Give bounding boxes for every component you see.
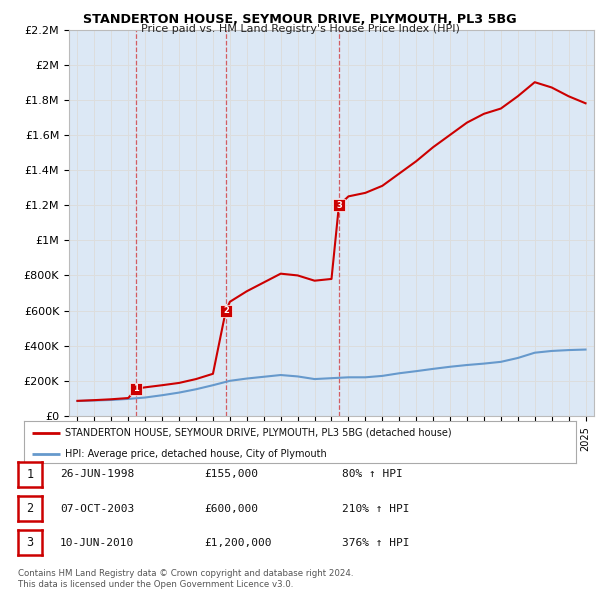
- Text: STANDERTON HOUSE, SEYMOUR DRIVE, PLYMOUTH, PL3 5BG: STANDERTON HOUSE, SEYMOUR DRIVE, PLYMOUT…: [83, 13, 517, 26]
- Text: 07-OCT-2003: 07-OCT-2003: [60, 504, 134, 513]
- Text: £155,000: £155,000: [204, 470, 258, 479]
- Text: HPI: Average price, detached house, City of Plymouth: HPI: Average price, detached house, City…: [65, 449, 327, 459]
- Text: This data is licensed under the Open Government Licence v3.0.: This data is licensed under the Open Gov…: [18, 579, 293, 589]
- Text: STANDERTON HOUSE, SEYMOUR DRIVE, PLYMOUTH, PL3 5BG (detached house): STANDERTON HOUSE, SEYMOUR DRIVE, PLYMOUT…: [65, 428, 452, 438]
- Text: 210% ↑ HPI: 210% ↑ HPI: [342, 504, 409, 513]
- Text: 10-JUN-2010: 10-JUN-2010: [60, 538, 134, 548]
- Text: £1,200,000: £1,200,000: [204, 538, 271, 548]
- Text: 26-JUN-1998: 26-JUN-1998: [60, 470, 134, 479]
- Text: 376% ↑ HPI: 376% ↑ HPI: [342, 538, 409, 548]
- Text: 80% ↑ HPI: 80% ↑ HPI: [342, 470, 403, 479]
- Text: £600,000: £600,000: [204, 504, 258, 513]
- Text: 1: 1: [133, 384, 139, 393]
- Text: 2: 2: [26, 502, 34, 515]
- Text: 2: 2: [223, 306, 229, 315]
- Text: Contains HM Land Registry data © Crown copyright and database right 2024.: Contains HM Land Registry data © Crown c…: [18, 569, 353, 578]
- Text: Price paid vs. HM Land Registry's House Price Index (HPI): Price paid vs. HM Land Registry's House …: [140, 24, 460, 34]
- Text: 1: 1: [26, 468, 34, 481]
- Text: 3: 3: [336, 201, 342, 209]
- Text: 3: 3: [26, 536, 34, 549]
